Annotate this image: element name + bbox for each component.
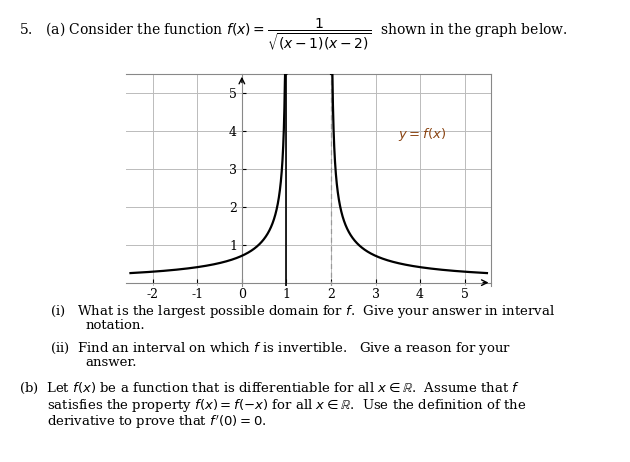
Text: 5.   (a) Consider the function $f(x) = \dfrac{1}{\sqrt{(x-1)(x-2)}}$  shown in t: 5. (a) Consider the function $f(x) = \df… (19, 16, 568, 52)
Text: derivative to prove that $f'(0) = 0$.: derivative to prove that $f'(0) = 0$. (47, 413, 266, 431)
Text: answer.: answer. (85, 356, 137, 369)
Text: $y = f(x)$: $y = f(x)$ (398, 126, 446, 143)
Text: (i)   What is the largest possible domain for $f$.  Give your answer in interval: (i) What is the largest possible domain … (50, 303, 556, 320)
Text: satisfies the property $f(x) = f(-x)$ for all $x \in \mathbb{R}$.  Use the defin: satisfies the property $f(x) = f(-x)$ fo… (47, 397, 527, 414)
Text: (b)  Let $f(x)$ be a function that is differentiable for all $x \in \mathbb{R}$.: (b) Let $f(x)$ be a function that is dif… (19, 381, 520, 396)
Text: (ii)  Find an interval on which $f$ is invertible.   Give a reason for your: (ii) Find an interval on which $f$ is in… (50, 340, 512, 357)
Text: notation.: notation. (85, 319, 145, 332)
